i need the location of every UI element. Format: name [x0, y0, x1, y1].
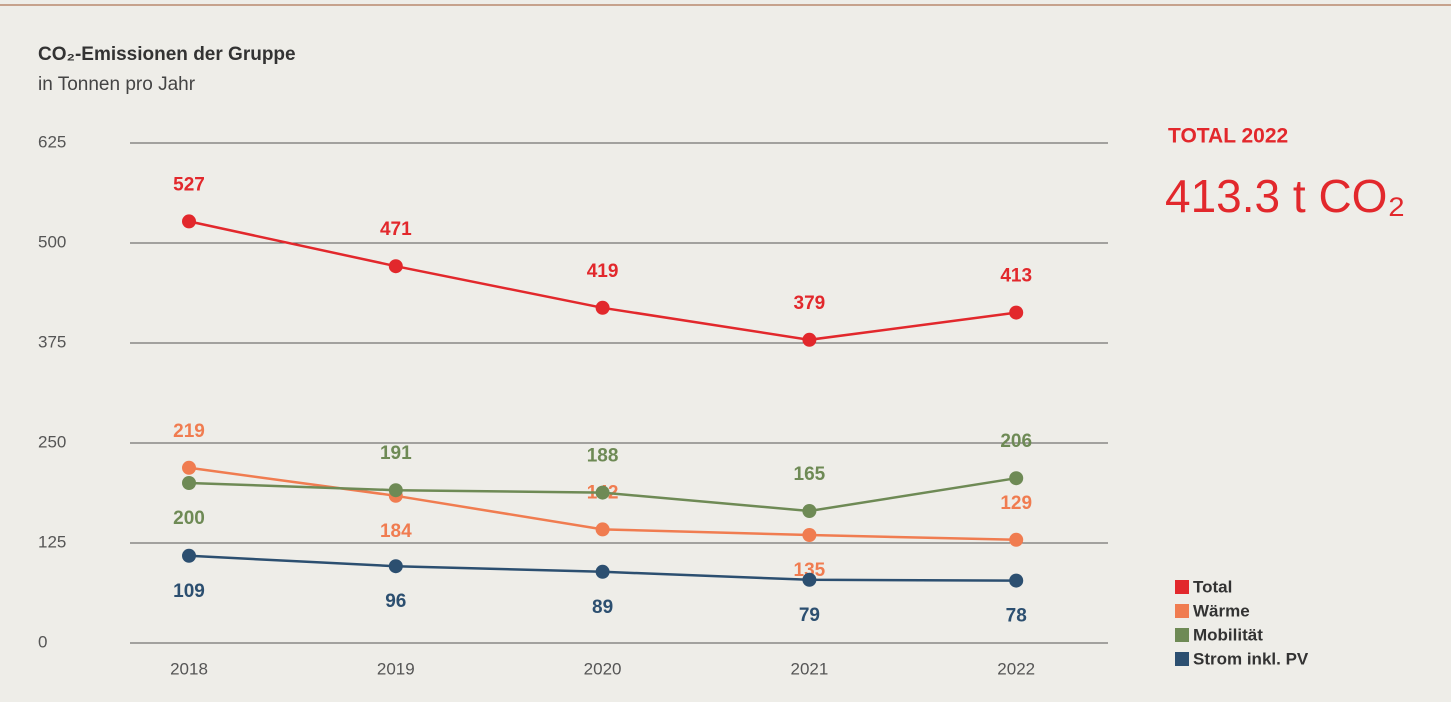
data-point — [802, 572, 817, 587]
data-label: 413 — [1000, 266, 1032, 287]
data-point — [182, 214, 196, 229]
chart-subtitle: in Tonnen pro Jahr — [38, 74, 196, 95]
data-point — [1009, 573, 1024, 588]
data-label: 188 — [587, 446, 619, 467]
data-label: 200 — [173, 508, 205, 529]
data-label: 135 — [794, 560, 826, 581]
data-label: 109 — [173, 581, 205, 602]
annotation-label: TOTAL 2022 — [1168, 125, 1288, 148]
legend-swatch — [1175, 604, 1189, 618]
data-label: 78 — [1006, 606, 1027, 627]
data-label: 379 — [794, 293, 826, 314]
data-point — [1009, 532, 1024, 547]
data-point — [595, 522, 610, 537]
x-tick-label: 2019 — [377, 659, 415, 678]
legend-label: Wärme — [1193, 601, 1250, 620]
x-tick-label: 2020 — [584, 659, 622, 678]
annotation-value: 413.3 t CO₂ — [1165, 170, 1405, 222]
data-point — [388, 483, 403, 498]
data-label: 527 — [173, 174, 205, 195]
y-tick-label: 0 — [38, 632, 47, 651]
data-point — [182, 460, 196, 475]
data-label: 219 — [173, 421, 205, 442]
data-label: 471 — [380, 219, 412, 240]
chart-title: CO₂-Emissionen der Gruppe — [38, 44, 296, 65]
data-point — [802, 332, 817, 347]
data-label: 89 — [592, 597, 613, 618]
x-tick-label: 2022 — [997, 659, 1035, 678]
y-tick-label: 500 — [38, 232, 66, 251]
data-label: 129 — [1000, 493, 1032, 514]
legend-label: Total — [1193, 577, 1232, 596]
x-tick-label: 2021 — [790, 659, 828, 678]
legend-label: Mobilität — [1193, 625, 1263, 644]
data-label: 191 — [380, 443, 412, 464]
data-point — [802, 528, 817, 542]
y-tick-label: 125 — [38, 532, 66, 551]
data-label: 79 — [799, 605, 820, 626]
data-label: 419 — [587, 261, 619, 282]
data-point — [595, 485, 610, 500]
x-tick-label: 2018 — [170, 659, 208, 678]
data-label: 184 — [380, 521, 412, 542]
data-point — [182, 476, 196, 490]
data-point — [802, 504, 817, 518]
data-label: 165 — [794, 464, 826, 485]
data-point — [182, 548, 196, 563]
legend-label: Strom inkl. PV — [1193, 649, 1309, 668]
y-tick-label: 250 — [38, 432, 66, 451]
legend-swatch — [1175, 628, 1189, 642]
data-point — [1009, 471, 1024, 486]
data-point — [388, 559, 403, 574]
data-label: 206 — [1000, 431, 1032, 452]
y-tick-label: 625 — [38, 132, 66, 151]
data-point — [595, 564, 610, 579]
data-point — [388, 259, 403, 274]
data-label: 96 — [385, 591, 406, 612]
legend-swatch — [1175, 652, 1189, 666]
data-point — [595, 300, 610, 315]
y-tick-label: 375 — [38, 332, 66, 351]
legend-swatch — [1175, 580, 1189, 594]
data-point — [1009, 305, 1024, 320]
